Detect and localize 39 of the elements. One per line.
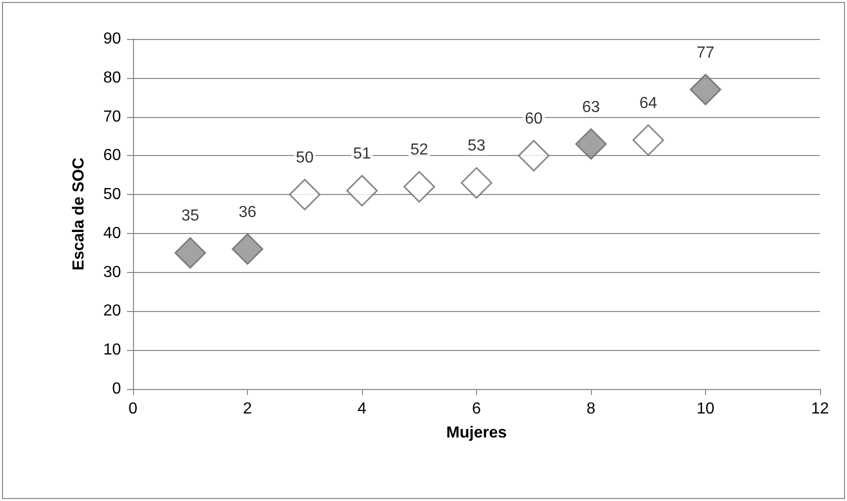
point [518, 140, 550, 172]
y-tick-label: 10 [103, 342, 122, 359]
y-tick-label: 20 [103, 302, 122, 320]
data-label: 63 [582, 98, 600, 116]
point [575, 128, 607, 160]
x-tick-label: 8 [586, 400, 596, 418]
y-tick-label: 80 [103, 69, 122, 86]
x-tick-label: 12 [811, 400, 829, 418]
point [346, 174, 378, 206]
x-tick-label: 6 [472, 400, 482, 418]
data-label: 51 [353, 145, 371, 162]
y-tick-label: 50 [103, 186, 122, 204]
x-tick-label: 0 [128, 400, 138, 418]
x-tick-label: 10 [696, 400, 714, 418]
data-label: 36 [238, 204, 256, 221]
point [460, 167, 492, 199]
x-tick-label: 4 [358, 400, 367, 418]
point [690, 74, 722, 106]
data-label: 64 [639, 94, 658, 112]
point [174, 237, 206, 269]
y-tick-label: 60 [103, 147, 122, 164]
point [232, 233, 264, 265]
data-label: 50 [296, 149, 314, 166]
y-tick-label: 90 [103, 30, 122, 48]
y-axis-title: Escala de SOC [70, 157, 88, 270]
y-tick-label: 0 [112, 380, 122, 398]
point [289, 178, 320, 210]
y-tick-label: 40 [103, 224, 122, 242]
x-tick-label: 2 [243, 400, 252, 418]
point [404, 171, 435, 203]
y-tick-label: 70 [103, 108, 122, 126]
x-axis-title: Mujeres [446, 424, 507, 442]
data-label: 53 [468, 138, 486, 155]
data-label: 52 [410, 142, 428, 159]
y-tick-label: 30 [103, 264, 122, 281]
data-label: 77 [696, 44, 714, 62]
data-label: 35 [181, 208, 200, 225]
data-label: 60 [524, 110, 543, 128]
point [632, 124, 664, 156]
